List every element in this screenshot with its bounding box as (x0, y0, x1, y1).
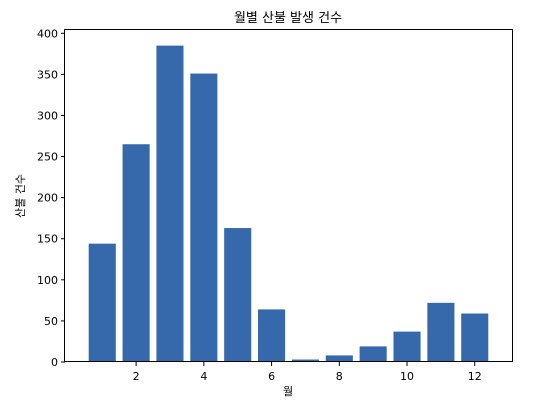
x-tick-label: 6 (268, 370, 275, 383)
x-tick-label: 8 (336, 370, 343, 383)
bar-month-11 (427, 302, 455, 362)
y-tick-label: 150 (37, 233, 58, 246)
bar-month-10 (393, 331, 421, 362)
bar-month-8 (325, 355, 353, 362)
y-tick-label: 250 (37, 151, 58, 164)
bars-group (88, 45, 489, 363)
y-tick-label: 300 (37, 109, 58, 122)
bar-month-1 (88, 243, 116, 362)
bar-month-3 (156, 45, 184, 363)
x-tick-label: 4 (200, 370, 207, 383)
plot-frame (64, 29, 513, 362)
x-tick-label: 10 (400, 370, 414, 383)
chart-title: 월별 산불 발생 건수 (234, 11, 342, 26)
y-tick-label: 350 (37, 68, 58, 81)
bar-month-12 (461, 313, 489, 362)
bar-month-7 (291, 359, 319, 362)
bar-month-4 (190, 73, 218, 363)
y-tick-label: 0 (51, 356, 58, 369)
x-tick-label: 12 (468, 370, 482, 383)
y-axis-ticks: 0 50 100 150 200 250 300 350 400 (37, 27, 65, 369)
bar-month-6 (258, 309, 286, 362)
y-tick-label: 100 (37, 274, 58, 287)
x-axis-ticks: 2 4 6 8 10 12 (133, 362, 482, 383)
bar-month-9 (359, 346, 387, 362)
bar-month-5 (224, 228, 252, 362)
y-tick-label: 400 (37, 27, 58, 40)
y-tick-label: 50 (44, 315, 58, 328)
bar-month-2 (122, 144, 150, 362)
x-tick-label: 2 (133, 370, 140, 383)
y-tick-label: 200 (37, 192, 58, 205)
y-axis-label: 산불 건수 (14, 174, 27, 218)
x-axis-label: 월 (283, 385, 293, 398)
